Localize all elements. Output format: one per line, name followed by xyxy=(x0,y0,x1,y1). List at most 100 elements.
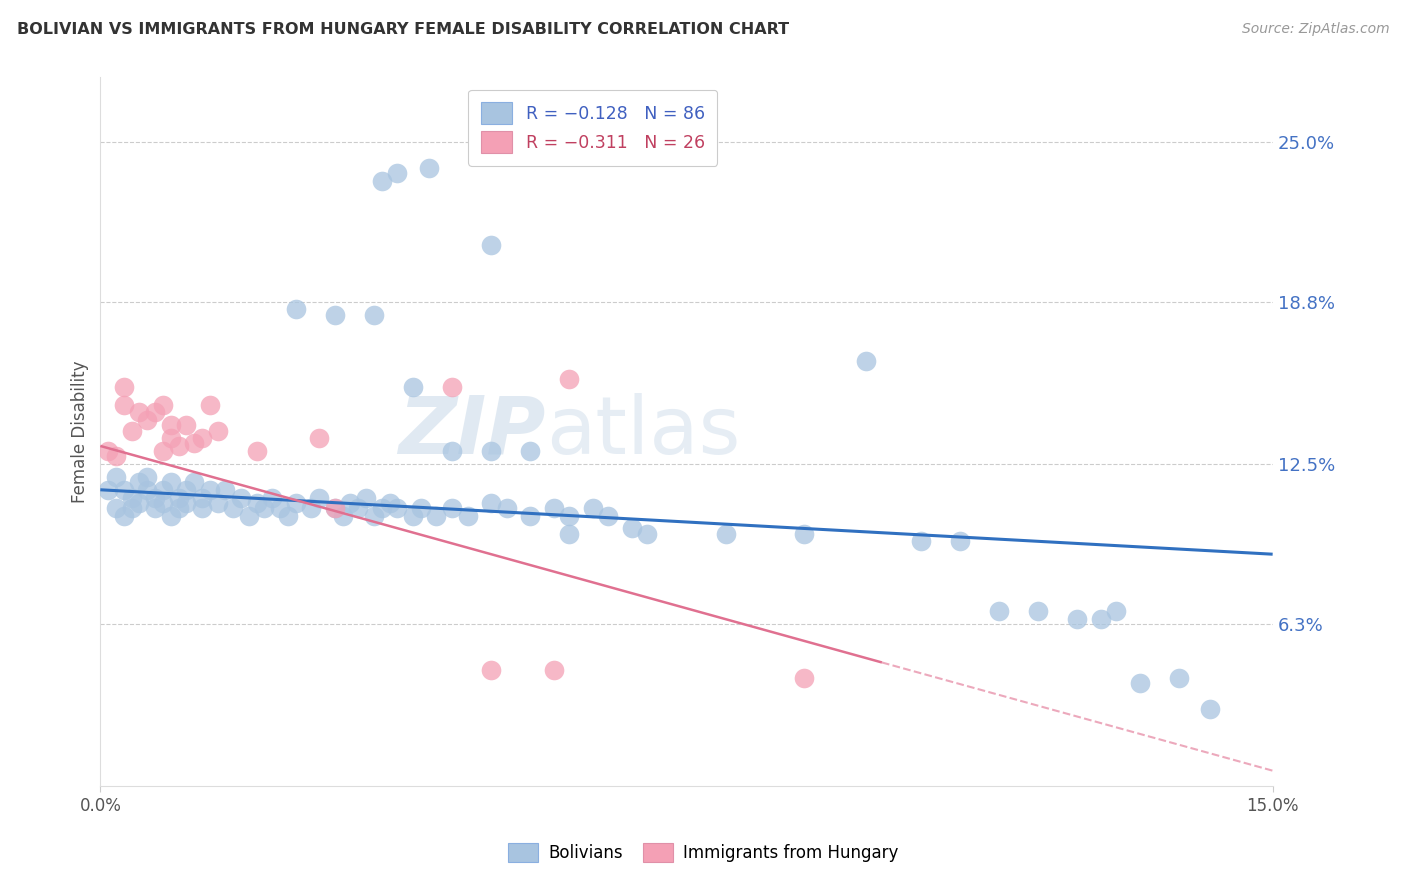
Point xyxy=(104,450,127,464)
Point xyxy=(949,534,972,549)
Point xyxy=(229,491,252,505)
Point xyxy=(176,483,198,497)
Point xyxy=(457,508,479,523)
Point xyxy=(910,534,932,549)
Point xyxy=(191,500,214,515)
Point xyxy=(159,508,181,523)
Point xyxy=(793,671,815,685)
Point xyxy=(714,526,737,541)
Point xyxy=(988,604,1011,618)
Point xyxy=(121,491,143,505)
Point xyxy=(159,475,181,489)
Point xyxy=(112,483,135,497)
Point xyxy=(136,470,159,484)
Point xyxy=(479,238,502,252)
Point xyxy=(269,500,291,515)
Point xyxy=(370,500,392,515)
Point xyxy=(253,500,276,515)
Text: Source: ZipAtlas.com: Source: ZipAtlas.com xyxy=(1241,22,1389,37)
Point xyxy=(152,444,174,458)
Point xyxy=(121,424,143,438)
Point xyxy=(323,308,346,322)
Point xyxy=(323,500,346,515)
Point xyxy=(519,508,541,523)
Point xyxy=(402,508,425,523)
Legend: R = −0.128   N = 86, R = −0.311   N = 26: R = −0.128 N = 86, R = −0.311 N = 26 xyxy=(468,90,717,166)
Point xyxy=(1167,671,1189,685)
Point xyxy=(558,372,581,386)
Point xyxy=(159,418,181,433)
Point xyxy=(238,508,260,523)
Point xyxy=(620,521,643,535)
Point xyxy=(323,500,346,515)
Point xyxy=(246,496,269,510)
Point xyxy=(387,500,409,515)
Point xyxy=(1105,604,1128,618)
Point xyxy=(598,508,620,523)
Point xyxy=(1090,612,1112,626)
Point xyxy=(152,483,174,497)
Point xyxy=(97,483,120,497)
Point xyxy=(262,491,284,505)
Point xyxy=(636,526,658,541)
Point xyxy=(441,444,464,458)
Point xyxy=(1199,702,1222,716)
Point xyxy=(191,431,214,445)
Point xyxy=(167,491,190,505)
Point xyxy=(143,405,166,419)
Point xyxy=(308,491,330,505)
Point xyxy=(558,508,581,523)
Point xyxy=(299,500,322,515)
Point xyxy=(183,436,205,450)
Point xyxy=(136,483,159,497)
Point xyxy=(793,526,815,541)
Point xyxy=(128,475,150,489)
Point xyxy=(495,500,517,515)
Y-axis label: Female Disability: Female Disability xyxy=(72,360,89,503)
Point xyxy=(277,508,299,523)
Point xyxy=(363,308,385,322)
Point xyxy=(191,491,214,505)
Point xyxy=(441,380,464,394)
Point xyxy=(246,444,269,458)
Point xyxy=(284,302,307,317)
Point xyxy=(339,496,361,510)
Point xyxy=(128,405,150,419)
Point xyxy=(159,431,181,445)
Point xyxy=(479,496,502,510)
Point xyxy=(136,413,159,427)
Point xyxy=(479,444,502,458)
Point xyxy=(402,380,425,394)
Point xyxy=(441,500,464,515)
Point xyxy=(378,496,401,510)
Point xyxy=(143,500,166,515)
Point xyxy=(183,475,205,489)
Point xyxy=(409,500,432,515)
Point xyxy=(167,439,190,453)
Point xyxy=(112,398,135,412)
Point xyxy=(112,508,135,523)
Point xyxy=(1129,676,1152,690)
Point xyxy=(176,496,198,510)
Point xyxy=(97,444,120,458)
Point xyxy=(855,354,877,368)
Point xyxy=(519,444,541,458)
Point xyxy=(214,483,236,497)
Point xyxy=(543,663,565,677)
Point xyxy=(112,380,135,394)
Point xyxy=(152,496,174,510)
Point xyxy=(354,491,377,505)
Point xyxy=(284,496,307,510)
Legend: Bolivians, Immigrants from Hungary: Bolivians, Immigrants from Hungary xyxy=(499,834,907,871)
Point xyxy=(1066,612,1088,626)
Point xyxy=(425,508,447,523)
Point xyxy=(387,166,409,180)
Point xyxy=(104,470,127,484)
Point xyxy=(167,500,190,515)
Point xyxy=(222,500,245,515)
Point xyxy=(418,161,440,175)
Point xyxy=(370,173,392,187)
Point xyxy=(104,500,127,515)
Point xyxy=(543,500,565,515)
Point xyxy=(1026,604,1049,618)
